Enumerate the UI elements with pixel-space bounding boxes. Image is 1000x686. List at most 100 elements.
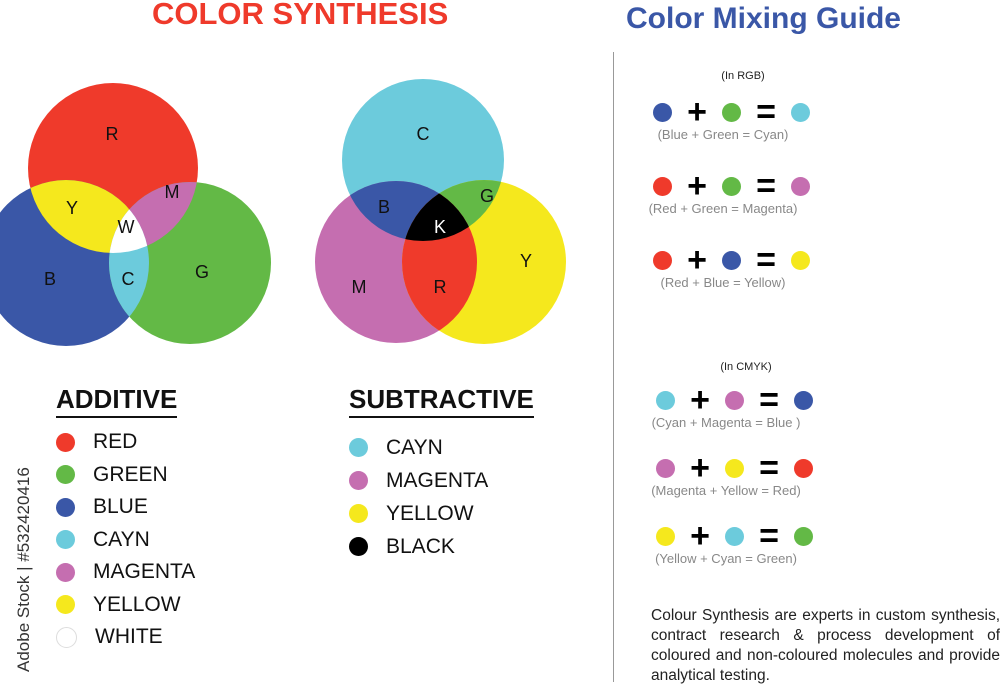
rgb-equations: + = (Blue + Green = Cyan) + = (Red + Green = … [649,93,813,319]
equals-icon: = [756,167,776,205]
equation: + = (Blue + Green = Cyan) [653,93,813,171]
guide-title: Color Mixing Guide [626,2,901,35]
legend-item: CAYN [349,431,488,464]
color-dot-icon [794,458,813,478]
divider [613,52,614,682]
additive-legend: RED GREEN BLUE CAYN MAGENTA YELLOW WHITE [56,426,195,654]
label-b: B [378,197,390,217]
equation-caption: (Red + Blue = Yellow) [660,275,786,290]
legend-label: MAGENTA [93,560,196,584]
color-swatch-icon [349,537,368,556]
label-m: M [165,182,180,202]
label-c: C [417,124,430,144]
color-dot-icon [791,250,810,270]
equals-icon: = [756,93,776,131]
legend-label: CAYN [386,435,443,459]
color-dot-icon [794,390,813,410]
equation: + = (Red + Green = Magenta) [649,167,813,245]
legend-item: MAGENTA [349,464,488,497]
legend-label: BLUE [93,495,148,519]
cmyk-equations: + = (Cyan + Magenta = Blue ) + = (Magenta + Y… [651,381,816,589]
legend-item: RED [56,426,195,459]
plus-icon: + [690,517,710,555]
plus-icon: + [690,449,710,487]
venn-diagrams: R Y M W B C G C B G K Y M R [0,79,566,346]
legend-item: WHITE [56,621,195,654]
description: Colour Synthesis are experts in custom s… [651,607,1000,684]
equation: + = (Red + Blue = Yellow) [653,241,813,319]
equals-icon: = [759,381,779,419]
subtractive-venn [315,79,566,344]
equation-caption: (Blue + Green = Cyan) [657,127,789,142]
label-k: K [434,217,446,237]
legend-item: GREEN [56,459,195,492]
color-dot-icon [791,102,810,122]
color-dot-icon [725,390,744,410]
yellow-overlap [28,180,149,253]
color-dot-icon [656,390,675,410]
label-y: Y [520,251,532,271]
color-dot-icon [794,526,813,546]
color-dot-icon [722,250,741,270]
legend-label: RED [93,430,138,454]
label-g: G [480,186,494,206]
equals-icon: = [759,449,779,487]
watermark: Adobe Stock | #532420416 [14,467,33,672]
legend-label: BLACK [386,534,455,558]
subtractive-heading: SUBTRACTIVE [349,384,534,418]
color-swatch-icon [56,562,75,582]
plus-icon: + [687,167,707,205]
color-dot-icon [725,526,744,546]
black-overlap [402,181,477,241]
color-swatch-icon [349,471,368,490]
label-r: R [434,277,447,297]
label-w: W [118,217,135,237]
equals-icon: = [756,241,776,279]
color-dot-icon [653,102,672,122]
equation: + = (Cyan + Magenta = Blue ) [652,381,816,453]
label-y: Y [66,198,78,218]
color-dot-icon [656,526,675,546]
legend-label: YELLOW [93,592,181,616]
rgb-label: (In RGB) [721,70,765,82]
equals-icon: = [759,517,779,555]
main-title: COLOR SYNTHESIS [152,0,449,31]
color-swatch-icon [56,626,77,648]
color-swatch-icon [56,432,75,452]
color-swatch-icon [56,465,75,485]
color-dot-icon [791,176,810,196]
label-m: M [352,277,367,297]
legend-item: YELLOW [349,497,488,530]
legend-item: MAGENTA [56,556,195,589]
subtractive-legend: CAYN MAGENTA YELLOW BLACK [349,431,488,563]
legend-item: BLUE [56,491,195,524]
equation-caption: (Yellow + Cyan = Green) [655,551,797,566]
color-swatch-icon [56,497,75,517]
legend-label: GREEN [93,462,168,486]
color-swatch-icon [349,438,368,457]
legend-item: YELLOW [56,589,195,622]
legend-label: YELLOW [386,501,474,525]
color-swatch-icon [56,530,75,550]
additive-heading: ADDITIVE [56,384,178,418]
label-b: B [44,269,56,289]
plus-icon: + [687,241,707,279]
color-dot-icon [725,458,744,478]
label-c: C [122,269,135,289]
equation-caption: (Cyan + Magenta = Blue ) [651,415,801,430]
legend-label: WHITE [95,625,163,649]
color-dot-icon [653,250,672,270]
equation-caption: (Magenta + Yellow = Red) [651,483,801,498]
color-swatch-icon [56,595,75,615]
color-swatch-icon [349,504,368,523]
legend-item: CAYN [56,524,195,557]
color-dot-icon [653,176,672,196]
legend-label: CAYN [93,527,150,551]
label-r: R [106,124,119,144]
plus-icon: + [687,93,707,131]
equation-caption: (Red + Green = Magenta) [648,201,798,216]
color-dot-icon [722,102,741,122]
plus-icon: + [690,381,710,419]
magenta-overlap [109,182,198,253]
label-g: G [195,262,209,282]
